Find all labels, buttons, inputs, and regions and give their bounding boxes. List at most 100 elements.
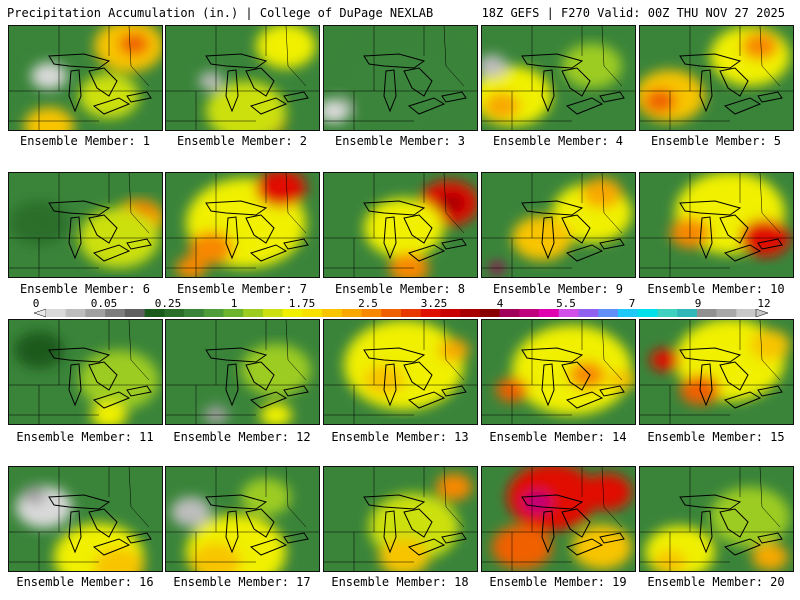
great-lake-outline (205, 200, 268, 216)
precip-area (650, 348, 680, 372)
great-lake-outline (679, 347, 742, 363)
model-run-info: 18Z GEFS | F270 Valid: 00Z THU NOV 27 20… (481, 6, 785, 20)
ensemble-member-map (481, 172, 636, 278)
ensemble-member-label: Ensemble Member: 2 (176, 134, 308, 148)
precip-area (176, 256, 206, 277)
precip-map (482, 320, 635, 424)
great-lake-outline (249, 244, 288, 262)
precip-area (507, 467, 597, 531)
colorbar-tick-label: 4 (496, 297, 504, 310)
precip-area (119, 32, 149, 56)
precip-area (91, 401, 127, 424)
great-lake-outline (699, 363, 713, 407)
colorbar-swatch (637, 309, 658, 317)
colorbar-swatch (401, 309, 422, 317)
precip-area (492, 524, 552, 570)
ensemble-member-map (8, 319, 163, 425)
great-lake-outline (561, 214, 591, 244)
ensemble-member-label: Ensemble Member: 6 (19, 282, 151, 296)
ensemble-member-label: Ensemble Member: 4 (492, 134, 624, 148)
great-lake-outline (383, 69, 397, 113)
precip-area (256, 173, 306, 207)
great-lake-outline (521, 200, 584, 216)
great-lake-outline (245, 67, 275, 97)
great-lake-outline (383, 510, 397, 554)
great-lake-outline (521, 347, 584, 363)
great-lake-outline (757, 238, 783, 250)
precip-area (572, 524, 632, 570)
great-lake-outline (541, 216, 555, 260)
great-lake-outline (92, 97, 131, 115)
precip-map (482, 467, 635, 571)
ensemble-member-label: Ensemble Member: 9 (492, 282, 624, 296)
ensemble-member-map (8, 25, 163, 131)
state-border (759, 173, 781, 234)
colorbar-swatch (164, 309, 185, 317)
state-border (601, 467, 623, 528)
great-lake-outline (407, 391, 446, 409)
great-lake-outline (363, 494, 426, 510)
great-lake-outline (225, 216, 239, 260)
state-border (443, 26, 465, 87)
ensemble-member-map (323, 25, 478, 131)
great-lake-outline (441, 385, 467, 397)
great-lake-outline (699, 216, 713, 260)
precip-area (79, 350, 159, 410)
great-lake-outline (205, 494, 268, 510)
great-lake-outline (68, 363, 82, 407)
colorbar-swatch (223, 309, 244, 317)
colorbar-swatch (124, 309, 145, 317)
great-lake-outline (225, 363, 239, 407)
ensemble-member-label: Ensemble Member: 16 (16, 575, 154, 589)
colorbar-swatch (617, 309, 638, 317)
precip-area (260, 403, 292, 424)
precip-map (482, 173, 635, 277)
great-lake-outline (88, 214, 118, 244)
precip-area (389, 253, 429, 277)
ensemble-member-label: Ensemble Member: 18 (331, 575, 469, 589)
great-lake-outline (441, 238, 467, 250)
colorbar-swatch (736, 309, 757, 317)
great-lake-outline (561, 361, 591, 391)
colorbar-tick-label: 7 (628, 297, 636, 310)
colorbar-tick-label: 5.5 (556, 297, 576, 310)
great-lake-outline (48, 53, 111, 69)
great-lake-outline (363, 53, 426, 69)
great-lake-outline (723, 538, 762, 556)
ensemble-member-map (481, 466, 636, 572)
precip-map (9, 320, 162, 424)
great-lake-outline (126, 532, 152, 544)
great-lake-outline (719, 214, 749, 244)
great-lake-outline (565, 244, 604, 262)
ensemble-member-map (8, 172, 163, 278)
ensemble-member-label: Ensemble Member: 10 (647, 282, 785, 296)
ensemble-member-map (639, 25, 794, 131)
colorbar-swatch (65, 309, 86, 317)
ensemble-member-map (639, 172, 794, 278)
precip-area (14, 331, 64, 369)
precip-area (9, 200, 69, 246)
precip-area (31, 62, 67, 90)
precip-map (640, 320, 793, 424)
great-lake-outline (441, 91, 467, 103)
great-lake-outline (403, 361, 433, 391)
great-lake-outline (407, 97, 446, 115)
colorbar-swatch (519, 309, 540, 317)
great-lake-outline (719, 508, 749, 538)
colorbar-swatch (539, 309, 560, 317)
state-border (128, 320, 150, 381)
state-border (128, 467, 150, 528)
colorbar-tick-label: 12 (757, 297, 771, 310)
colorbar-tick-label: 2.5 (358, 297, 378, 310)
ensemble-member-label: Ensemble Member: 17 (173, 575, 311, 589)
colorbar-swatch (479, 309, 500, 317)
precip-map (324, 467, 477, 571)
ensemble-member-map (323, 466, 478, 572)
colorbar-swatch (282, 309, 303, 317)
great-lake-outline (541, 69, 555, 113)
colorbar-tick-label: 9 (694, 297, 702, 310)
ensemble-member-label: Ensemble Member: 1 (19, 134, 151, 148)
precip-map (482, 26, 635, 130)
precip-area (256, 26, 316, 69)
ensemble-member-label: Ensemble Member: 12 (173, 430, 311, 444)
